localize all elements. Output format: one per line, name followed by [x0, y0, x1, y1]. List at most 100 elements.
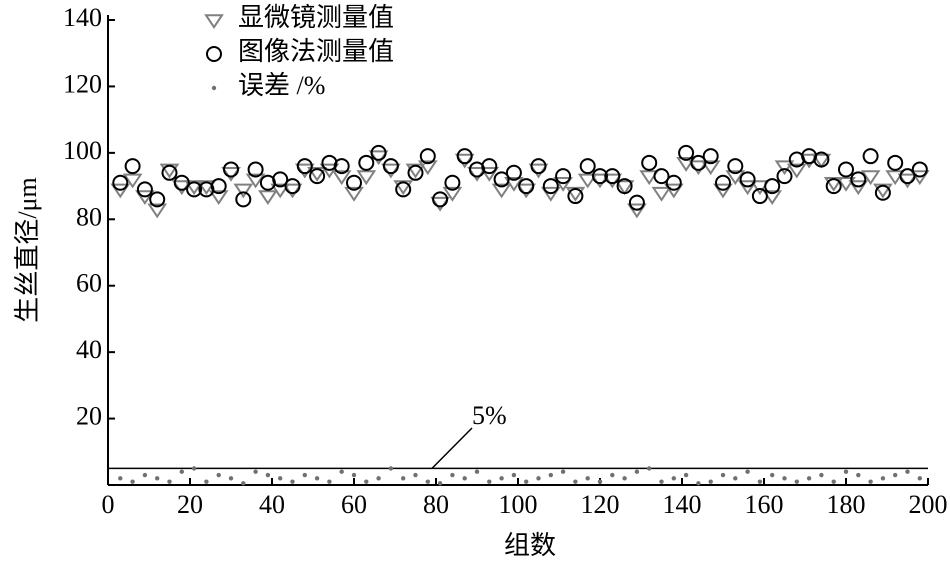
triangle-marker [700, 160, 721, 176]
dot-marker [191, 466, 197, 471]
dot-marker [917, 476, 922, 481]
dot-marker [253, 469, 258, 474]
triangle-marker [553, 176, 573, 192]
circle-marker [309, 168, 326, 185]
circle-marker [530, 158, 547, 175]
circle-marker [690, 154, 707, 171]
annotation: 5% [472, 401, 507, 430]
circle-marker [862, 148, 879, 165]
triangle-marker [147, 203, 168, 219]
dot-marker [696, 481, 701, 486]
x-tick-label: 80 [423, 490, 449, 519]
triangle-marker [208, 190, 229, 206]
dot-marker [401, 476, 406, 481]
dot-marker [647, 466, 652, 471]
dot-marker [413, 472, 418, 478]
dot-marker [819, 472, 824, 478]
dot-marker [843, 469, 849, 474]
dot-marker [376, 476, 381, 481]
triangle-marker [479, 166, 500, 182]
dot-marker [302, 472, 307, 478]
legend-marker [211, 85, 217, 91]
y-tick-label: 40 [76, 335, 102, 364]
triangle-marker [233, 183, 254, 199]
dot-marker [204, 479, 209, 484]
circle-marker [653, 168, 670, 185]
dot-marker [610, 472, 615, 478]
circle-marker [678, 144, 695, 161]
dot-marker [745, 469, 750, 474]
dot-marker [425, 479, 430, 484]
dot-marker [634, 469, 640, 474]
circle-marker [382, 158, 399, 175]
dot-marker [893, 472, 898, 478]
triangle-marker [725, 170, 746, 186]
circle-marker [887, 154, 904, 171]
circle-marker [407, 164, 424, 181]
circle-marker [210, 178, 227, 195]
dot-marker [757, 479, 763, 484]
x-tick-label: 200 [909, 490, 948, 519]
dot-marker [733, 476, 738, 481]
x-tick-label: 160 [745, 490, 784, 519]
dot-marker [327, 479, 332, 484]
circle-marker [346, 174, 362, 191]
circle-marker [333, 158, 350, 175]
dot-marker [155, 476, 160, 481]
dot-marker [314, 476, 320, 481]
triangle-marker [405, 163, 426, 179]
y-tick-label: 100 [63, 136, 102, 165]
dot-marker [671, 476, 676, 481]
circle-marker [444, 174, 461, 191]
circle-marker [604, 168, 621, 185]
dot-marker [708, 479, 713, 484]
dot-marker [511, 472, 517, 478]
circle-marker [542, 178, 559, 195]
triangle-marker [823, 176, 844, 192]
dot-marker [770, 472, 775, 478]
circle-marker [739, 171, 756, 188]
dot-marker [659, 479, 664, 484]
dot-marker [179, 469, 184, 474]
x-tick-label: 0 [102, 490, 115, 519]
circle-marker [395, 181, 412, 198]
circle-marker [616, 178, 633, 195]
legend-marker [204, 14, 224, 30]
y-tick-label: 120 [63, 69, 102, 98]
triangle-marker [885, 170, 906, 186]
dot-marker [388, 466, 394, 471]
circle-marker [370, 144, 387, 161]
circle-marker [296, 158, 313, 175]
circle-marker [751, 188, 768, 205]
circle-marker [899, 168, 916, 185]
circle-marker [481, 158, 498, 175]
y-tick-label: 140 [63, 3, 102, 32]
triangle-marker [258, 190, 278, 206]
x-tick-label: 100 [499, 490, 538, 519]
circle-marker [702, 148, 719, 165]
circle-marker [641, 154, 658, 171]
triangle-marker [307, 166, 327, 182]
circle-marker [432, 191, 449, 208]
dot-marker [524, 479, 529, 484]
dot-marker [290, 479, 295, 484]
x-tick-label: 20 [177, 490, 203, 519]
dot-marker [683, 472, 689, 478]
circle-marker [813, 151, 830, 168]
circle-marker [505, 164, 522, 181]
triangle-marker [491, 183, 512, 199]
y-tick-label: 20 [76, 402, 102, 431]
circle-marker [567, 188, 584, 205]
circle-marker [874, 184, 891, 201]
circle-marker [555, 168, 572, 185]
dot-marker [794, 479, 799, 484]
dot-marker [462, 476, 467, 481]
y-tick-label: 80 [76, 202, 102, 231]
triangle-marker [245, 173, 266, 189]
annotation-leader [431, 427, 473, 469]
triangle-marker [356, 170, 377, 186]
x-tick-label: 60 [341, 490, 367, 519]
triangle-marker [786, 163, 807, 179]
triangle-marker [860, 170, 881, 186]
